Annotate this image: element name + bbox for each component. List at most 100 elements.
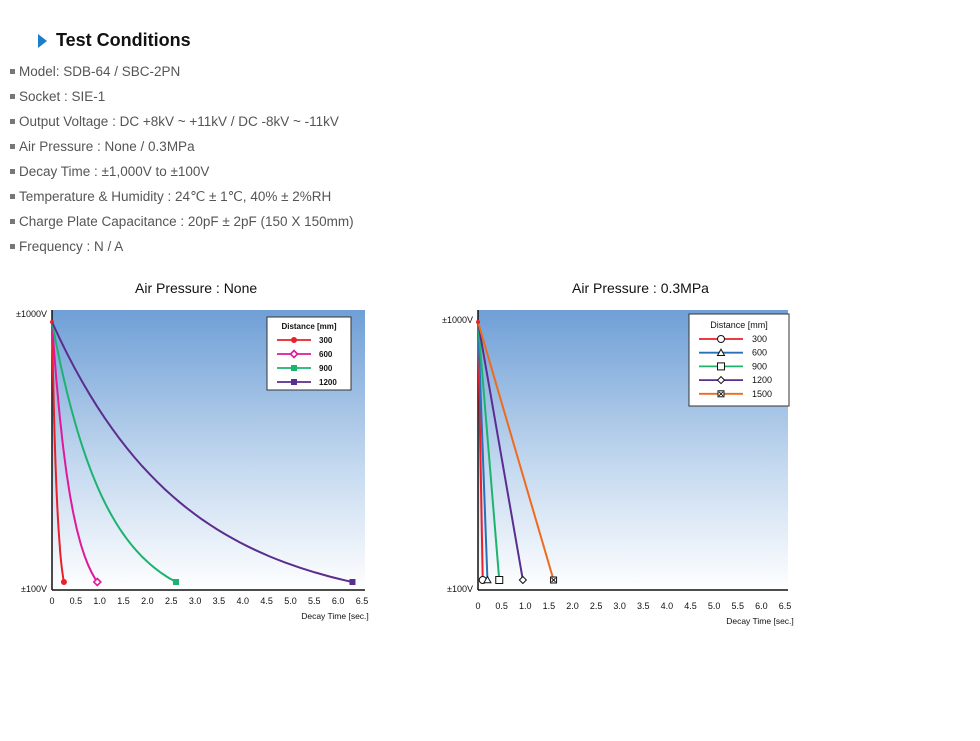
condition-text: Model: SDB-64 / SBC-2PN [19,64,181,79]
section-header: Test Conditions [38,30,191,51]
legend-marker-1200 [291,379,297,385]
condition-text: Air Pressure : None / 0.3MPa [19,139,195,154]
section-title: Test Conditions [56,30,191,50]
x-tick-label: 5.0 [284,596,297,606]
x-tick-label: 4.0 [237,596,250,606]
legend-marker-900 [717,362,725,371]
chart2-title: Air Pressure : 0.3MPa [572,280,709,296]
condition-socket: Socket : SIE-1 [10,84,354,109]
bullet-square-icon [10,194,15,199]
bullet-square-icon [10,169,15,174]
data-point-600 [483,575,492,584]
bullet-square-icon [10,69,15,74]
legend-title: Distance [mm] [281,322,336,331]
legend-marker-600 [289,349,299,359]
legend-marker-900 [291,365,297,371]
y-tick-label: ±100V [21,584,47,594]
data-point-1200 [349,579,356,585]
condition-text: Socket : SIE-1 [19,89,106,104]
data-point-1500 [550,576,558,584]
x-tick-label: 0.5 [495,601,508,611]
x-tick-label: 3.5 [213,596,226,606]
legend-label-300: 300 [319,336,333,345]
x-axis-label: Decay Time [sec.] [301,611,369,621]
x-tick-label: 5.5 [732,601,745,611]
bullet-square-icon [10,119,15,124]
conditions-list: Model: SDB-64 / SBC-2PN Socket : SIE-1 O… [10,59,354,259]
y-tick-label: ±100V [447,584,473,594]
series-line-300 [51,321,65,583]
legend-label-600: 600 [319,350,333,359]
series-line-1500 [477,321,555,581]
x-tick-label: 6.5 [356,596,369,606]
series-line-900 [477,321,501,581]
x-tick-label: 2.5 [165,596,178,606]
legend-label-900: 900 [752,361,767,371]
x-tick-label: 5.5 [308,596,321,606]
legend-title: Distance [mm] [710,320,768,330]
x-tick-label: 5.0 [708,601,721,611]
x-tick-label: 4.0 [661,601,674,611]
bullet-square-icon [10,144,15,149]
condition-text: Decay Time : ±1,000V to ±100V [19,164,210,179]
y-tick-label: ±1000V [442,315,473,325]
condition-decay-time: Decay Time : ±1,000V to ±100V [10,159,354,184]
x-axis-label: Decay Time [sec.] [726,616,794,626]
x-tick-label: 0.5 [70,596,83,606]
x-tick-label: 0 [475,601,480,611]
legend-label-900: 900 [319,364,333,373]
x-tick-label: 4.5 [260,596,273,606]
x-tick-label: 3.0 [189,596,202,606]
series-line-600 [477,321,489,581]
legend-marker-1500 [717,390,725,398]
x-tick-label: 1.0 [519,601,532,611]
series-line-1200 [51,321,353,583]
marker-cross [551,577,556,583]
marker-cross [718,391,724,397]
series-start-point [476,320,480,324]
x-tick-label: 1.5 [543,601,556,611]
legend: Distance [mm] 300 600 900 1200 1500 [688,313,790,407]
condition-output-voltage: Output Voltage : DC +8kV ~ +11kV / DC -8… [10,109,354,134]
condition-model: Model: SDB-64 / SBC-2PN [10,59,354,84]
data-point-1200 [518,575,528,585]
legend-label-1200: 1200 [752,375,772,385]
x-tick-label: 1.5 [117,596,130,606]
data-point-900 [173,579,179,585]
series-line-1200 [477,321,524,581]
condition-temperature-humidity: Temperature & Humidity : 24℃ ± 1℃, 40% ±… [10,184,354,209]
x-tick-label: 2.0 [141,596,154,606]
x-tick-label: 6.5 [779,601,792,611]
condition-frequency: Frequency : N / A [10,234,354,259]
legend-marker-600 [716,348,726,356]
x-tick-label: 0 [49,596,54,606]
triangle-bullet-icon [38,33,47,48]
legend-box [688,313,790,407]
legend-label-1200: 1200 [319,378,337,387]
legend-label-600: 600 [752,348,767,358]
x-tick-label: 3.0 [613,601,626,611]
legend-label-300: 300 [752,334,767,344]
condition-text: Frequency : N / A [19,239,124,254]
legend-marker-300 [291,337,297,343]
chart1-title: Air Pressure : None [135,280,258,296]
x-tick-label: 1.0 [93,596,106,606]
legend-label-1500: 1500 [752,389,772,399]
data-point-300 [60,579,67,585]
y-tick-label: ±1000V [16,309,47,319]
x-tick-label: 3.5 [637,601,650,611]
x-tick-label: 6.0 [755,601,768,611]
data-point-900 [495,576,504,584]
series-start-point [50,320,54,324]
x-tick-label: 4.5 [684,601,697,611]
x-tick-label: 6.0 [332,596,345,606]
legend: Distance [mm] 300 600 900 1200 [266,316,352,391]
legend-marker-300 [717,335,725,343]
condition-capacitance: Charge Plate Capacitance : 20pF ± 2pF (1… [10,209,354,234]
condition-air-pressure: Air Pressure : None / 0.3MPa [10,134,354,159]
legend-marker-1200 [716,375,726,385]
condition-text: Charge Plate Capacitance : 20pF ± 2pF (1… [19,214,354,229]
